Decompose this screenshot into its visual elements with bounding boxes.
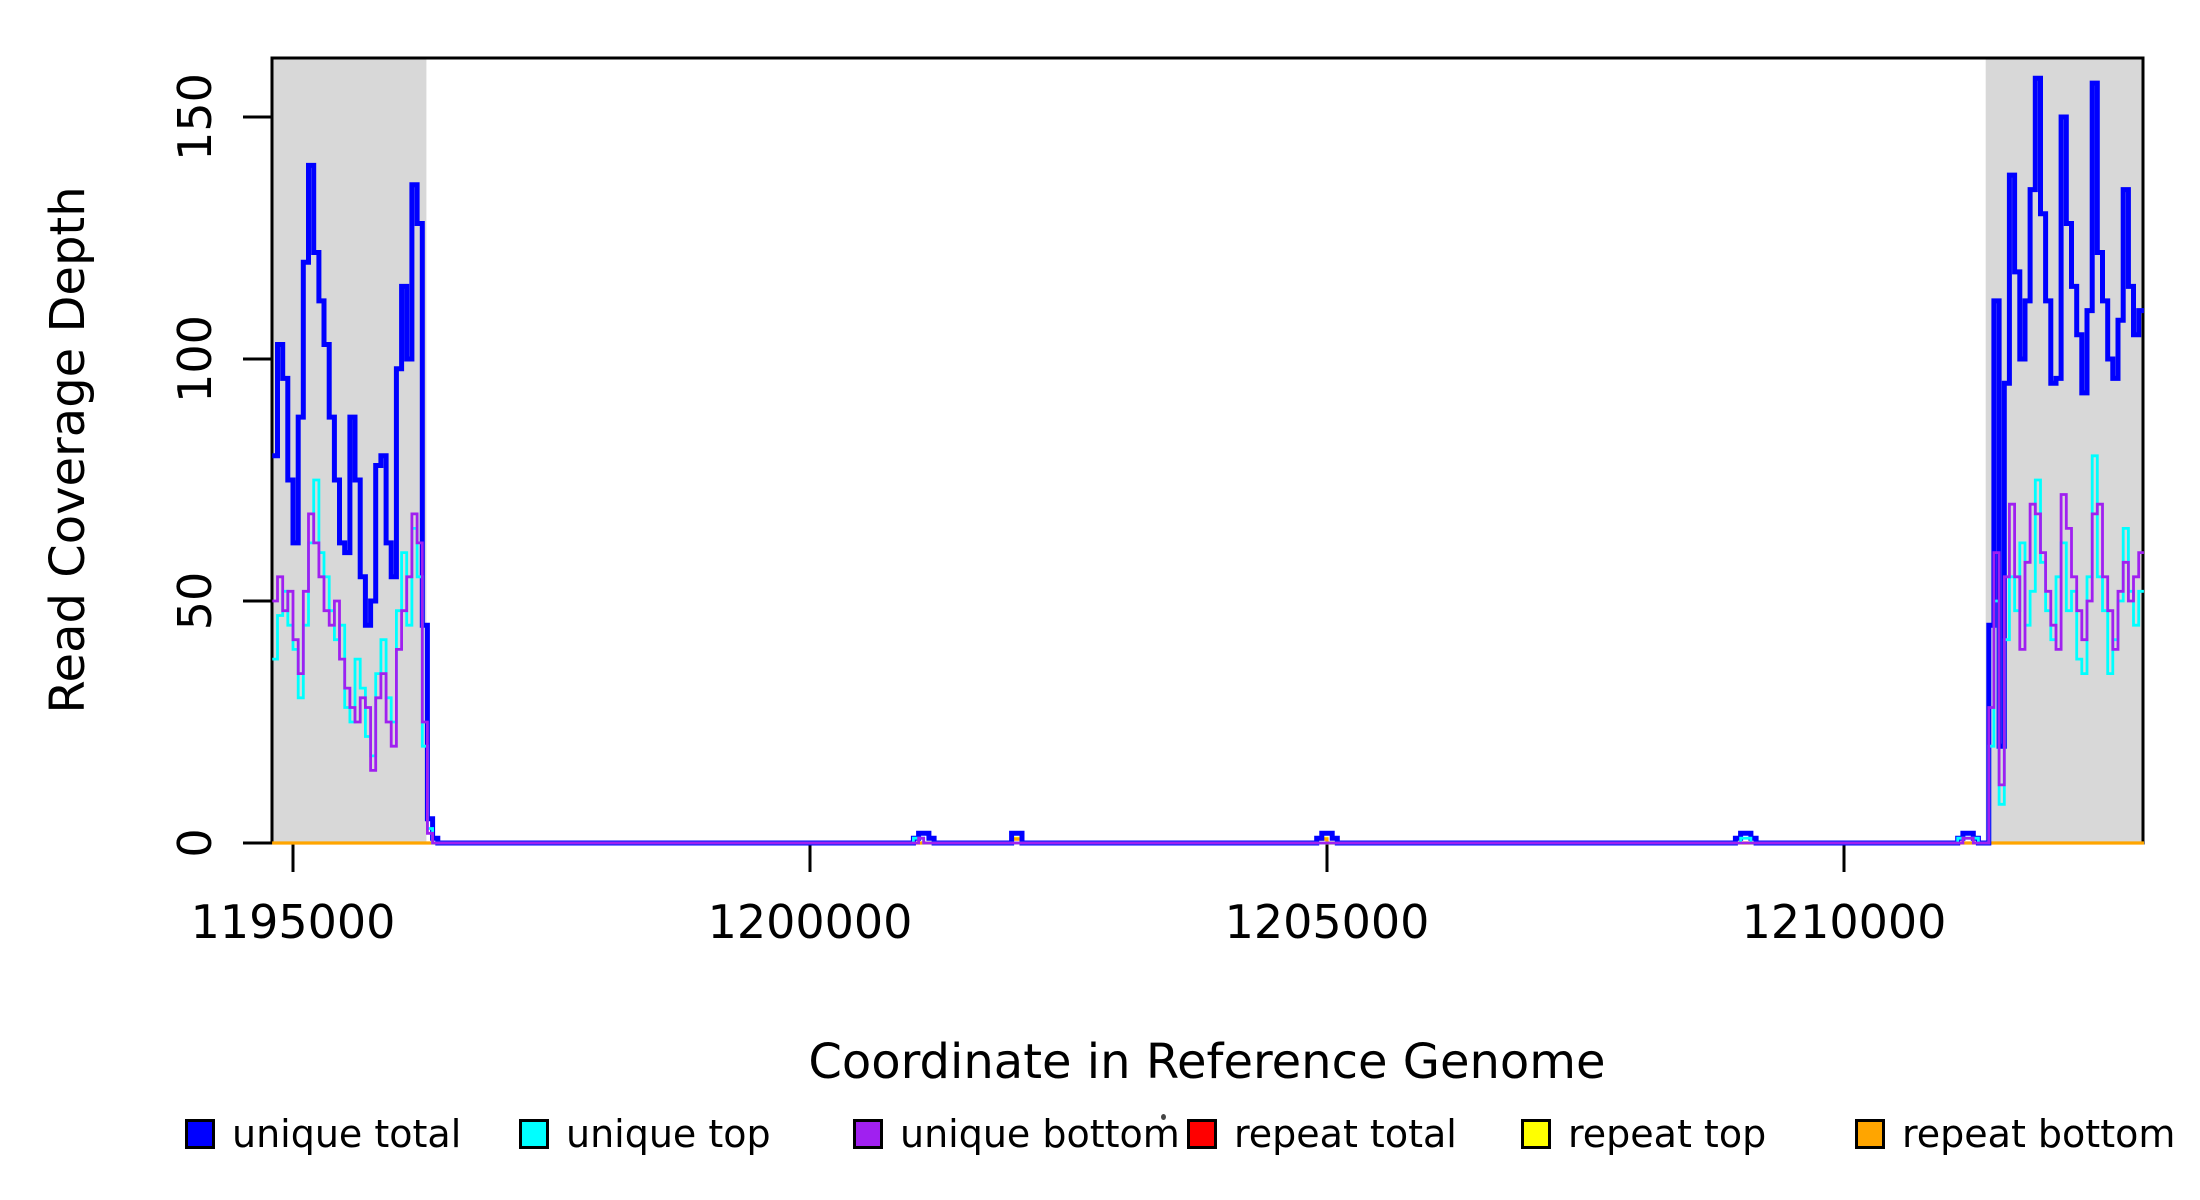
legend-item-repeat-top: repeat top (1521, 1112, 1855, 1156)
legend-label: repeat bottom (1902, 1112, 2176, 1156)
y-tick-label: 0 (168, 828, 222, 857)
legend-swatch (1187, 1119, 1217, 1149)
legend-label: repeat top (1568, 1112, 1767, 1156)
plot-frame-group (270, 56, 2145, 845)
legend-swatch (853, 1119, 883, 1149)
legend-item-repeat-total: repeat total (1187, 1112, 1521, 1156)
series-unique-top (272, 454, 2144, 845)
x-tick-label: 1195000 (191, 895, 396, 949)
y-tick-label: 50 (168, 572, 222, 631)
legend-swatch (185, 1119, 215, 1149)
plot-frame (270, 56, 2145, 845)
legend-swatch (1855, 1119, 1885, 1149)
series-unique-total (272, 75, 2144, 846)
y-tick-label: 150 (168, 73, 222, 161)
legend-swatch (1521, 1119, 1551, 1149)
x-tick-label: 1210000 (1742, 895, 1947, 949)
legend-label: unique top (566, 1112, 771, 1156)
legend-item-unique-bottom: unique bottom (853, 1112, 1187, 1156)
legend-swatch (519, 1119, 549, 1149)
legend: unique total unique top unique bottom repea… (185, 1112, 2189, 1156)
legend-item-unique-total: unique total (185, 1112, 519, 1156)
x-axis-title: Coordinate in Reference Genome (808, 1034, 1605, 1090)
legend-label: unique bottom (900, 1112, 1180, 1156)
legend-label: repeat total (1234, 1112, 1457, 1156)
legend-label: unique total (232, 1112, 462, 1156)
series-unique-bottom (272, 493, 2144, 845)
legend-item-repeat-bottom: repeat bottom (1855, 1112, 2189, 1156)
y-tick-label: 100 (168, 315, 222, 403)
x-tick-label: 1205000 (1225, 895, 1430, 949)
series-group (272, 75, 2144, 846)
axes-group: 1195000 1200000 1205000 1210000 0 50 100 150 (168, 73, 1946, 949)
shaded-regions (272, 58, 2144, 843)
legend-item-unique-top: unique top (519, 1112, 853, 1156)
x-tick-label: 1200000 (708, 895, 913, 949)
stray-mark (1161, 1114, 1166, 1120)
y-axis-title: Read Coverage Depth (40, 186, 96, 713)
